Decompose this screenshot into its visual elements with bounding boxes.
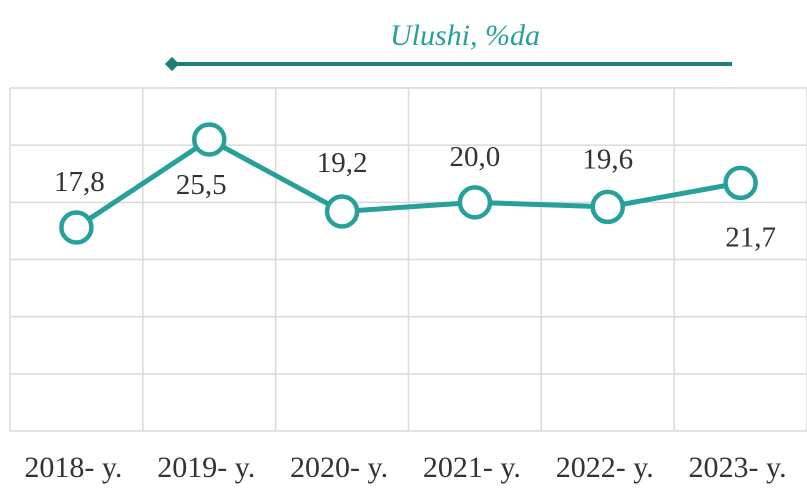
value-label: 20,0: [450, 141, 501, 173]
x-tick-label: 2020- y.: [290, 451, 388, 484]
line: [75, 136, 742, 230]
value-label: 19,2: [317, 147, 368, 179]
x-tick-label: 2018- y.: [24, 451, 122, 484]
legend-arrow: [164, 56, 180, 72]
value-label: 17,8: [54, 166, 105, 198]
marker: [324, 194, 360, 229]
x-tick-label: 2023- y.: [689, 451, 787, 484]
marker: [59, 210, 94, 245]
legend-label: Ulushi, %da: [390, 19, 540, 52]
marker: [192, 122, 227, 157]
marker: [590, 189, 625, 225]
value-label: 21,7: [725, 222, 776, 254]
value-label: 19,6: [582, 144, 633, 176]
grid: [9, 87, 807, 432]
x-tick-label: 2019- y.: [157, 451, 255, 484]
x-tick-label: 2022- y.: [556, 451, 654, 484]
value-label: 25,5: [176, 169, 227, 201]
marker: [457, 185, 493, 220]
legend: Ulushi, %da: [164, 19, 732, 72]
x-tick-label: 2021- y.: [423, 451, 521, 484]
marker: [723, 165, 758, 201]
